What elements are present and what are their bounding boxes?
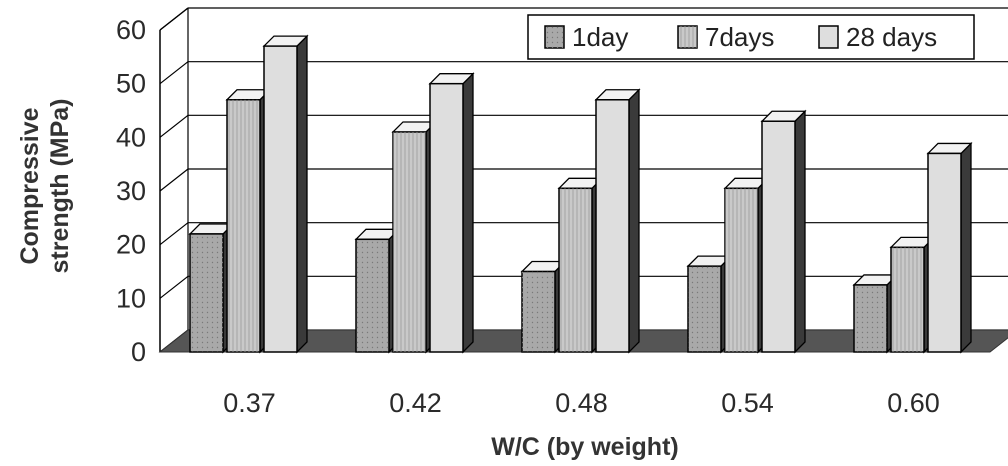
bar-7days-0.54 [723,176,770,354]
bar-28-days-0.37 [262,34,309,354]
y-axis-title-line2: strength (MPa) [46,99,74,274]
side-wall-gridline [159,168,189,192]
top-wall-edge [159,7,189,31]
legend-box [527,14,975,60]
y-tick-label: 20 [116,230,146,260]
x-tick-label: 0.60 [887,388,940,418]
legend-swatch [818,25,839,49]
x-axis-title: W/C (by weight) [491,433,678,461]
y-tick-label: 60 [116,15,146,45]
side-walls [159,7,189,353]
y-tick-labels: 0 10 20 30 40 50 60 [116,15,146,367]
legend-label: 7days [705,22,774,52]
y-tick-label: 10 [116,283,146,313]
x-tick-labels: 0.37 0.42 0.48 0.54 0.60 [223,388,940,418]
side-wall-gridline [159,222,189,246]
y-axis-title-line1: Compressive [16,107,44,264]
legend: 1day 7days 28 days [527,14,975,60]
y-tick-label: 40 [116,122,146,152]
x-tick-label: 0.54 [721,388,774,418]
legend-entry-7days: 7days [677,22,774,52]
legend-entry-1day: 1day [544,22,628,52]
side-wall-gridline [159,275,189,299]
bars [188,34,973,354]
legend-label: 1day [572,22,628,52]
y-tick-label: 30 [116,176,146,206]
y-tick-label: 0 [131,337,146,367]
bar-28-days-0.42 [428,72,475,354]
side-wall-gridline [159,114,189,138]
x-tick-label: 0.42 [389,388,442,418]
bar-1day-0.48 [520,259,567,354]
x-tick-label: 0.48 [555,388,608,418]
y-tick-label: 50 [116,69,146,99]
bar-28-days-0.60 [926,141,973,354]
bar-28-days-0.48 [594,88,641,354]
side-wall-gridline [159,61,189,85]
legend-entry-28-days: 28 days [818,22,937,52]
legend-label: 28 days [846,22,937,52]
bar-28-days-0.54 [760,109,807,354]
bar-1day-0.60 [852,273,899,354]
x-tick-label: 0.37 [223,388,276,418]
